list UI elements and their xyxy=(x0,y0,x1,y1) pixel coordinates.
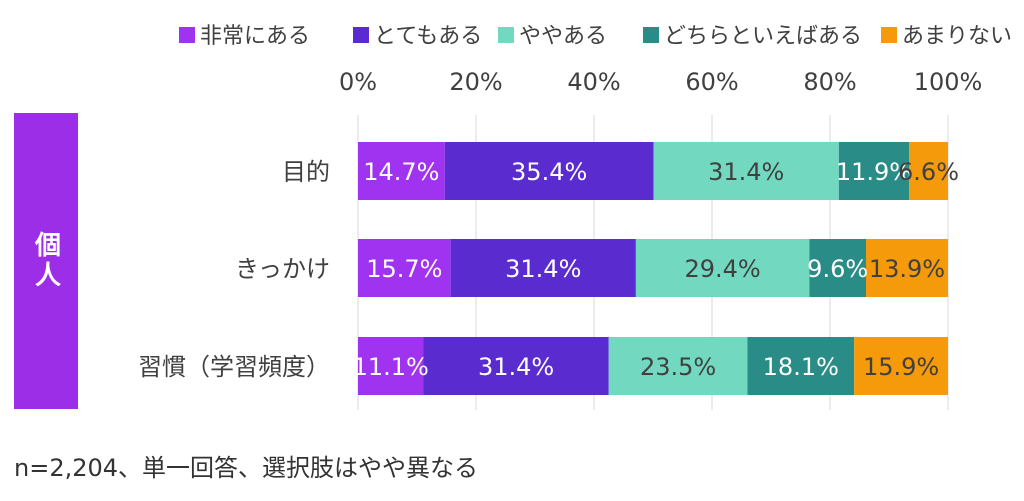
bar-segment xyxy=(838,142,910,200)
bar-segment xyxy=(358,142,445,200)
data-label: 9.6% xyxy=(807,255,868,283)
data-label: 15.7% xyxy=(366,255,442,283)
bar-segment xyxy=(450,239,636,297)
data-label: 18.1% xyxy=(763,353,839,381)
data-label: 31.4% xyxy=(478,353,554,381)
legend-swatch xyxy=(498,27,514,43)
bar-segment xyxy=(635,239,810,297)
bar-segment xyxy=(358,337,424,395)
group-label-text: 個人 xyxy=(30,231,61,291)
category-label: 習慣（学習頻度） xyxy=(138,353,330,381)
x-tick-label: 60% xyxy=(685,68,738,96)
data-label: 14.7% xyxy=(363,158,439,186)
legend-label: あまりない xyxy=(902,24,1012,49)
category-label: きっかけ xyxy=(235,255,330,283)
data-label: 15.9% xyxy=(863,353,939,381)
category-label: 目的 xyxy=(282,158,330,186)
legend-label: どちらといえばある xyxy=(664,24,862,49)
legend-swatch xyxy=(179,27,195,43)
data-label: 31.4% xyxy=(708,158,784,186)
bar-segment xyxy=(444,142,654,200)
legend-label: とてもある xyxy=(374,24,482,49)
bar-segment xyxy=(747,337,855,395)
bar-segment xyxy=(423,337,609,395)
data-label: 6.6% xyxy=(898,158,959,186)
x-tick-label: 20% xyxy=(449,68,502,96)
bar-segment xyxy=(865,239,948,297)
legend-label: 非常にある xyxy=(200,24,310,49)
data-label: 23.5% xyxy=(640,353,716,381)
data-label: 11.9% xyxy=(836,158,912,186)
group-label: 個人 xyxy=(14,113,78,409)
footnote: n=2,204、単一回答、選択肢はやや異なる xyxy=(14,454,479,482)
bar-segment xyxy=(608,337,748,395)
legend-label: ややある xyxy=(519,24,607,49)
bar-segment xyxy=(358,239,451,297)
bar-segment xyxy=(653,142,839,200)
x-tick-label: 40% xyxy=(567,68,620,96)
legend-swatch xyxy=(643,27,659,43)
data-label: 13.9% xyxy=(869,255,945,283)
legend-swatch xyxy=(881,27,897,43)
data-label: 31.4% xyxy=(505,255,581,283)
legend-swatch xyxy=(353,27,369,43)
x-tick-label: 0% xyxy=(339,68,377,96)
data-label: 35.4% xyxy=(511,158,587,186)
data-label: 11.1% xyxy=(353,353,429,381)
data-label: 29.4% xyxy=(684,255,760,283)
bar-segment xyxy=(854,337,948,395)
x-tick-label: 100% xyxy=(914,68,983,96)
bar-segment xyxy=(809,239,866,297)
bar-segment xyxy=(909,142,948,200)
x-tick-label: 80% xyxy=(803,68,856,96)
